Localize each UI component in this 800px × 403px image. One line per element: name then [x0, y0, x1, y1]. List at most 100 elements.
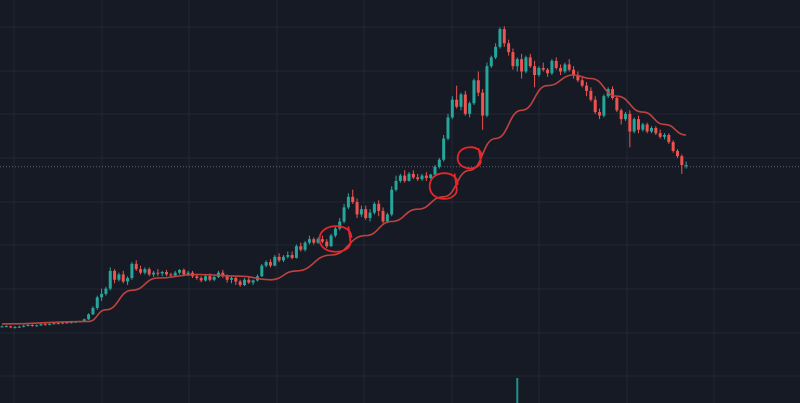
candle-up — [108, 270, 112, 289]
candle-up — [650, 127, 653, 132]
candle-down — [675, 150, 679, 157]
candle-up — [0, 326, 4, 328]
candle-down — [147, 269, 151, 275]
candle-up — [459, 94, 463, 107]
candle-down — [576, 75, 580, 81]
candle-down — [364, 209, 368, 218]
candle-down — [580, 80, 584, 86]
candle-up — [662, 135, 666, 137]
candle-up — [160, 271, 164, 274]
candle-up — [684, 165, 688, 167]
candle-up — [515, 59, 519, 67]
candle-down — [268, 262, 272, 266]
candle-up — [100, 293, 104, 298]
candle-down — [559, 67, 563, 72]
candles — [0, 26, 688, 329]
candle-up — [385, 214, 389, 222]
candle-down — [182, 269, 186, 275]
candle-up — [420, 175, 424, 180]
candle-down — [199, 277, 203, 281]
candle-up — [450, 99, 454, 118]
candle-down — [234, 277, 238, 282]
candle-up — [303, 242, 307, 250]
candle-up — [433, 166, 437, 175]
candle-up — [602, 96, 606, 116]
candle-up — [342, 207, 346, 222]
candle-up — [186, 272, 190, 275]
candle-down — [56, 323, 60, 325]
candle-up — [537, 67, 541, 76]
candle-up — [407, 173, 411, 181]
annotation-circle — [428, 172, 459, 200]
candle-up — [338, 221, 342, 229]
candle-down — [598, 112, 602, 116]
candle-down — [541, 67, 545, 70]
candle-down — [355, 202, 359, 215]
candle-up — [117, 274, 121, 280]
candle-up — [69, 322, 73, 324]
candle-up — [346, 196, 350, 208]
annotation-circle — [456, 146, 483, 170]
candle-down — [139, 269, 143, 273]
candle-up — [204, 276, 208, 281]
candle-down — [585, 85, 589, 91]
candle-down — [381, 210, 385, 222]
candle-down — [238, 281, 242, 286]
candle-up — [468, 103, 472, 114]
candle-up — [48, 323, 52, 325]
candle-down — [312, 239, 316, 243]
candle-up — [130, 263, 134, 278]
candle-down — [554, 60, 558, 68]
candle-up — [550, 60, 554, 74]
candle-down — [615, 97, 619, 111]
candle-down — [195, 276, 199, 278]
candle-down — [546, 69, 550, 74]
candle-up — [22, 325, 26, 327]
candle-down — [654, 127, 658, 134]
candle-down — [277, 256, 281, 261]
candle-up — [429, 174, 433, 179]
candle-down — [134, 263, 138, 270]
candle-down — [113, 270, 117, 280]
candle-up — [446, 117, 450, 139]
candle-up — [398, 175, 402, 181]
candle-up — [294, 246, 298, 258]
candle-up — [104, 288, 108, 294]
candle-down — [424, 175, 428, 179]
candle-up — [394, 180, 398, 190]
candle-down — [463, 94, 467, 114]
candle-down — [511, 52, 515, 67]
candle-up — [489, 57, 493, 67]
candle-down — [325, 241, 329, 247]
candle-down — [671, 142, 675, 151]
candle-up — [173, 272, 177, 276]
candle-down — [645, 124, 649, 132]
candle-up — [39, 324, 43, 326]
candle-down — [589, 90, 593, 100]
candle-up — [251, 280, 255, 283]
candle-down — [680, 156, 684, 166]
candle-down — [169, 274, 173, 276]
candle-down — [637, 119, 641, 130]
candle-down — [455, 99, 459, 107]
candle-down — [502, 29, 506, 44]
candle-up — [281, 256, 285, 261]
candle-up — [4, 325, 8, 328]
candle-down — [121, 274, 125, 282]
candle-down — [572, 69, 576, 76]
candle-up — [17, 326, 21, 328]
annotation-circle — [318, 225, 353, 253]
candle-down — [351, 196, 355, 203]
candle-down — [377, 203, 381, 211]
candle-up — [286, 255, 290, 257]
candle-up — [372, 203, 376, 213]
candle-up — [35, 325, 39, 327]
candle-up — [437, 159, 441, 167]
candle-down — [416, 177, 420, 180]
candle-down — [567, 64, 571, 70]
volume-bar — [516, 378, 519, 403]
candle-up — [95, 297, 99, 308]
candle-up — [524, 57, 528, 72]
